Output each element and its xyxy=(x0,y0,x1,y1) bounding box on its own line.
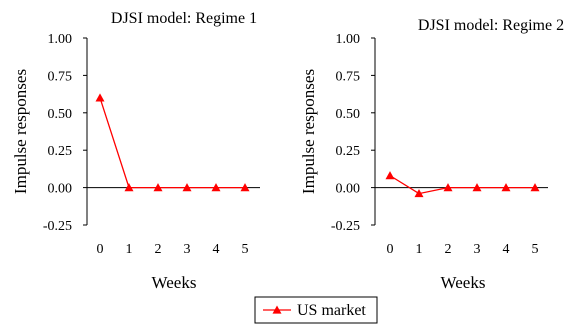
chart-1-data-point xyxy=(124,183,134,192)
chart-2-x-axis-label: Weeks xyxy=(441,273,486,292)
chart-2-y-tick-label: 0.75 xyxy=(336,69,361,84)
chart-2-title: DJSI model: Regime 2 xyxy=(418,17,564,34)
chart-2-y-tick-label: 0.50 xyxy=(336,107,361,122)
chart-2-data-point xyxy=(385,171,395,180)
chart-1-data-point xyxy=(182,183,192,192)
chart-2-data-point xyxy=(443,183,453,192)
legend-label: US market xyxy=(297,302,366,319)
chart-2-x-tick-label: 0 xyxy=(387,242,394,257)
chart-2-series-line xyxy=(389,175,535,195)
chart-1-y-tick-label: 0.25 xyxy=(48,144,73,159)
chart-1-x-axis-label: Weeks xyxy=(152,273,197,292)
chart-2-data-point xyxy=(414,189,424,198)
chart-1-y-tick-label: 0.00 xyxy=(48,182,73,197)
chart-2-y-axis-label: Impulse responses xyxy=(299,69,318,194)
chart-2-data-point xyxy=(472,183,482,192)
chart-2-y-tick-label: 1.00 xyxy=(336,32,361,47)
chart-1-y-tick-label: 0.50 xyxy=(48,107,73,122)
chart-1-y-tick-label: 0.75 xyxy=(48,69,73,84)
chart-1-x-tick-label: 4 xyxy=(213,242,220,257)
chart-1-series-line xyxy=(99,97,245,189)
chart-2-x-tick-label: 1 xyxy=(416,242,423,257)
chart-1-x-tick-label: 2 xyxy=(155,242,162,257)
chart-2-y-tick-label: 0.00 xyxy=(336,182,361,197)
chart-2-x-tick-label: 5 xyxy=(532,242,539,257)
chart-1-x-tick-label: 1 xyxy=(126,242,133,257)
chart-2-data-point xyxy=(501,183,511,192)
chart-1-x-tick-label: 3 xyxy=(184,242,191,257)
chart-1-y-tick-label: 1.00 xyxy=(48,32,73,47)
chart-1-data-point xyxy=(153,183,163,192)
chart-2-x-tick-label: 2 xyxy=(445,242,452,257)
chart-1-title: DJSI model: Regime 1 xyxy=(111,10,257,27)
legend-marker xyxy=(272,305,282,314)
chart-2-x-tick-label: 4 xyxy=(503,242,510,257)
chart-1-x-tick-label: 0 xyxy=(97,242,104,257)
chart-2-y-tick-label: -0.25 xyxy=(331,219,360,234)
chart-2-y-tick-label: 0.25 xyxy=(336,144,361,159)
chart-1-data-point xyxy=(240,183,250,192)
chart-1-x-tick-label: 5 xyxy=(242,242,249,257)
chart-1-y-axis-label: Impulse responses xyxy=(11,69,30,194)
chart-2-data-point xyxy=(530,183,540,192)
chart-1-y-tick-label: -0.25 xyxy=(43,219,72,234)
chart-1-data-point xyxy=(95,93,105,102)
chart-1-data-point xyxy=(211,183,221,192)
chart-2-x-tick-label: 3 xyxy=(474,242,481,257)
